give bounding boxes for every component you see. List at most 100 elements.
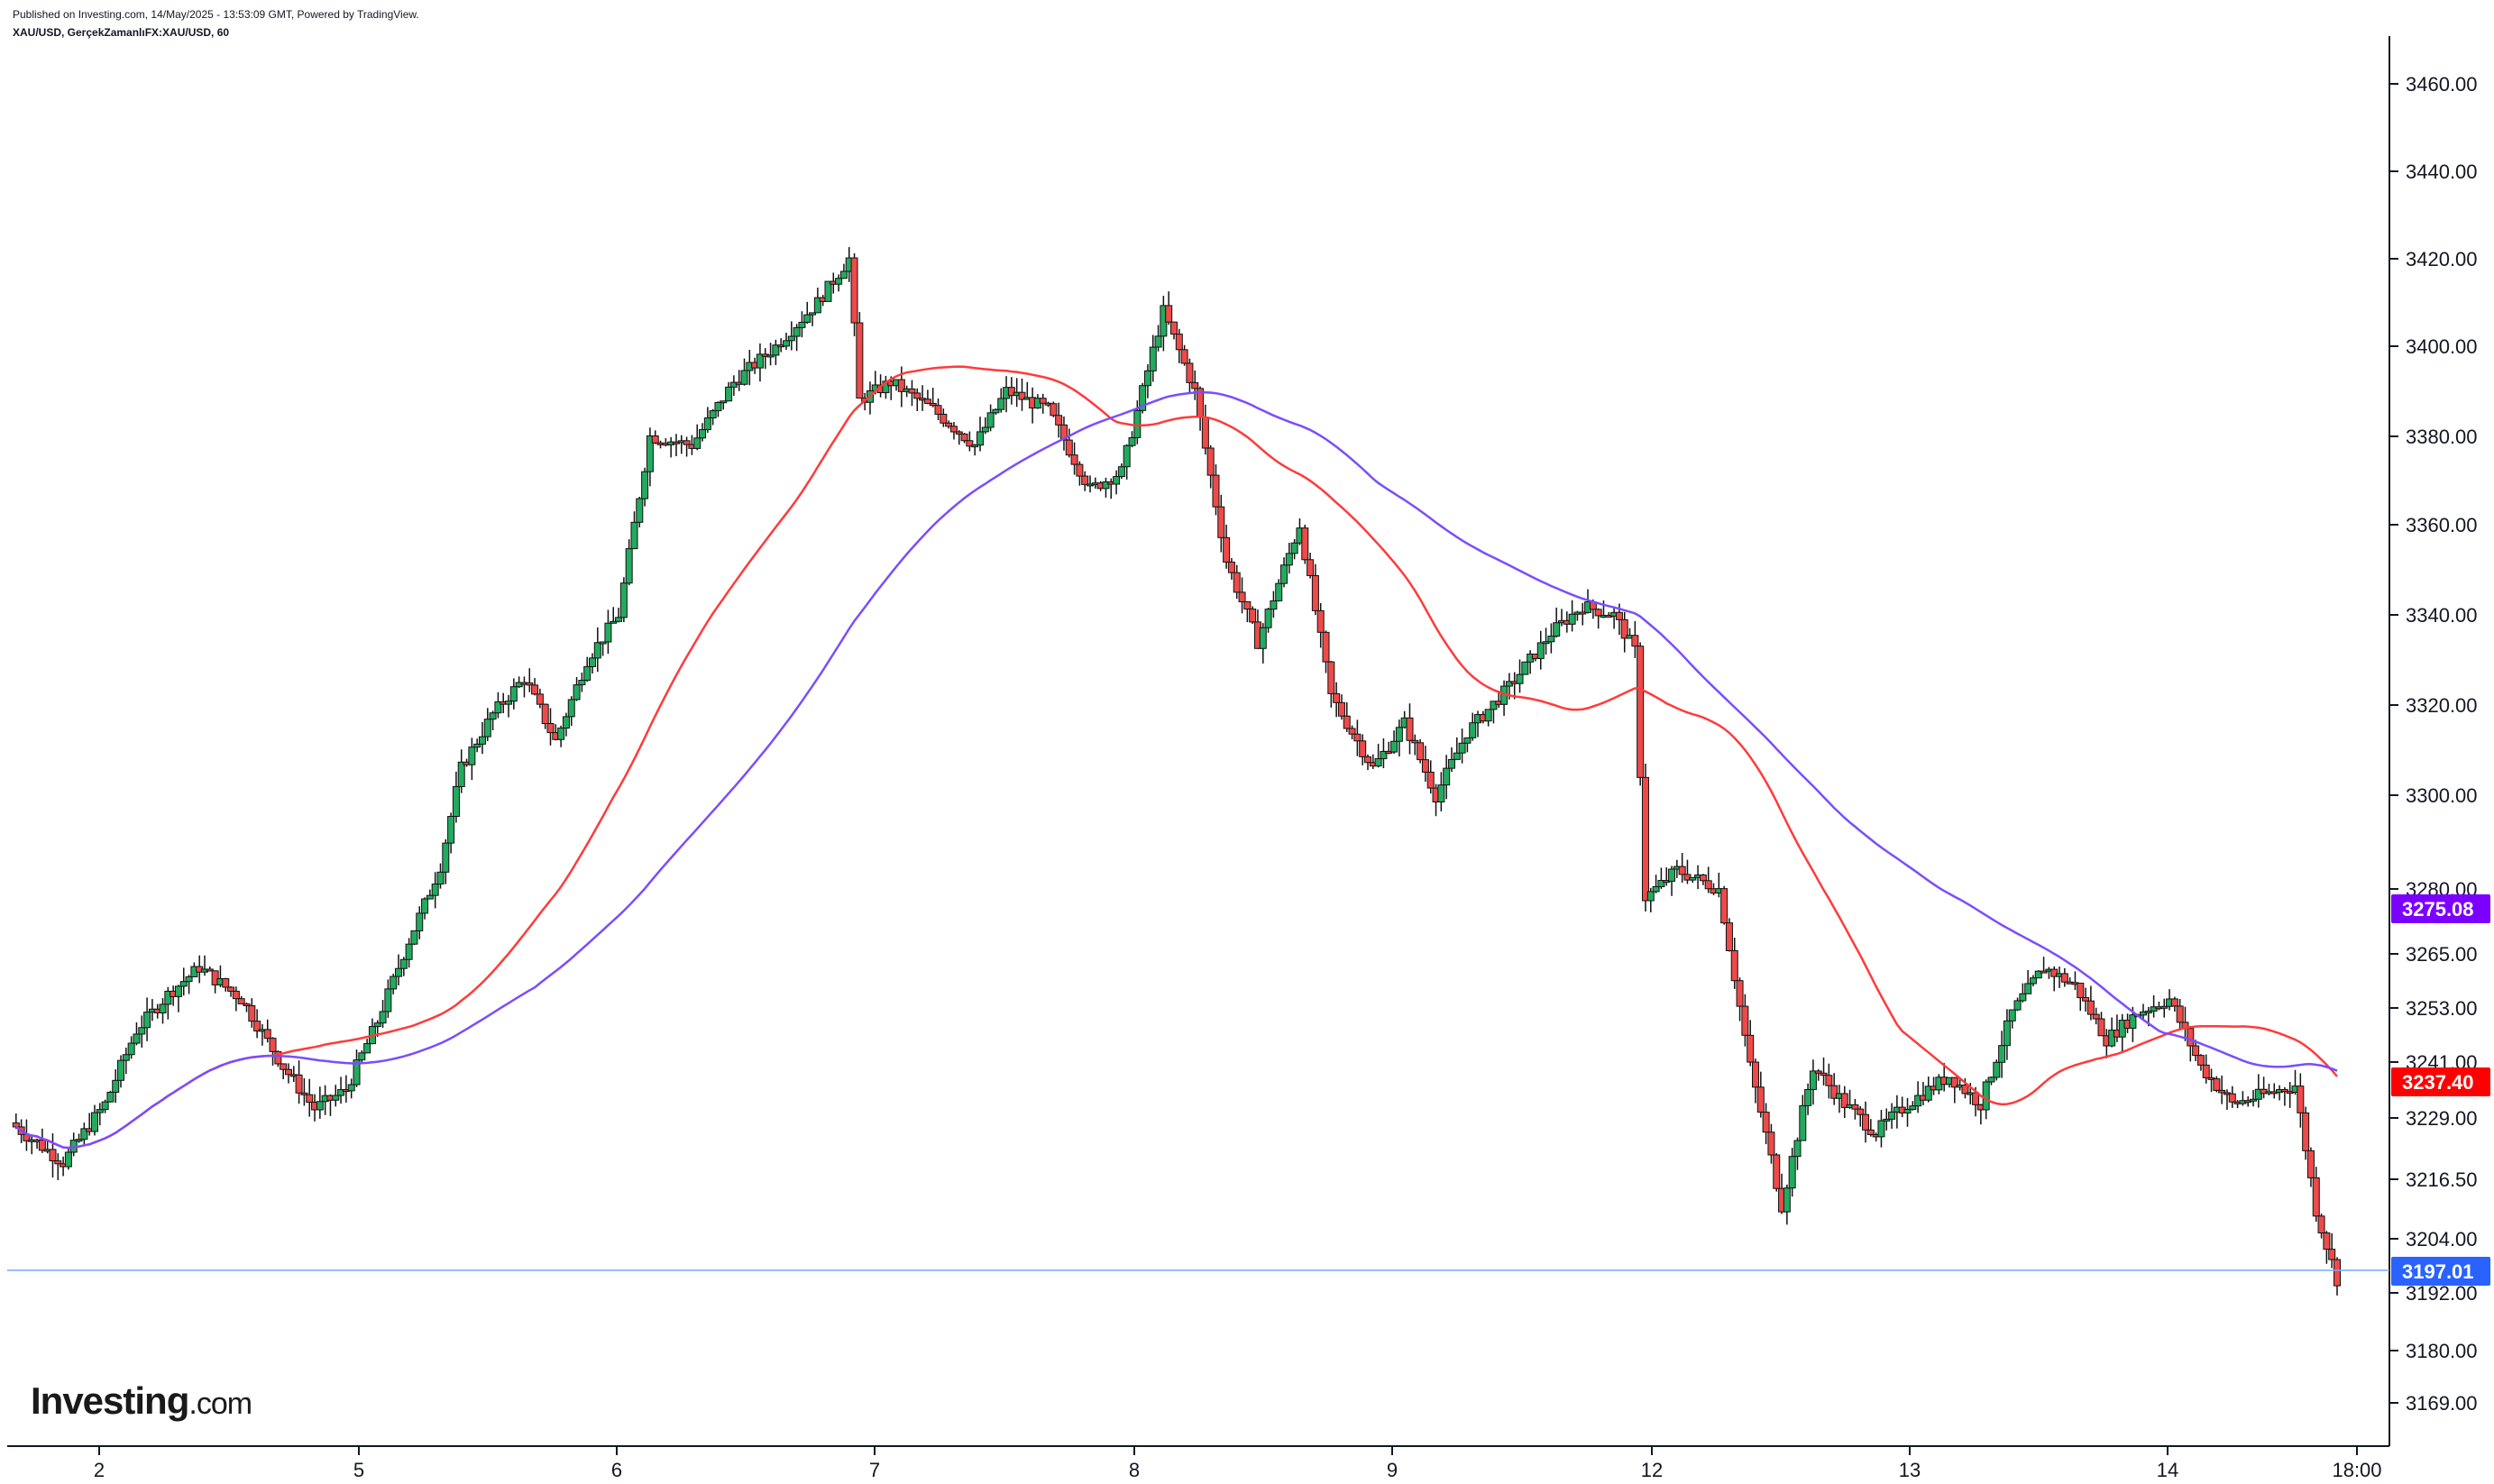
y-tick-label: 3460.00 (2406, 73, 2478, 96)
candle (1206, 447, 1215, 476)
candle (1463, 737, 1472, 744)
candle (766, 354, 775, 358)
candle (798, 321, 806, 328)
candle (787, 335, 795, 342)
candle (2254, 1088, 2262, 1100)
candle (1615, 611, 1623, 620)
candle (1395, 727, 1403, 742)
candle (1437, 784, 1445, 803)
candle (809, 312, 817, 316)
candle (1888, 1111, 1896, 1120)
candle (1039, 398, 1047, 404)
candle (138, 1027, 146, 1035)
candle (1243, 600, 1252, 610)
y-tick-label: 3253.00 (2406, 997, 2478, 1020)
candle (1752, 1061, 1759, 1088)
candle (1316, 609, 1325, 633)
candle (2187, 1028, 2195, 1047)
candle (1076, 463, 1084, 477)
y-tick-label: 3320.00 (2406, 694, 2478, 717)
candle (1699, 874, 1707, 882)
candle (80, 1128, 88, 1140)
candle (1327, 661, 1335, 694)
candle (395, 967, 402, 977)
candle (651, 435, 659, 444)
candle (211, 970, 219, 985)
candle (1814, 1070, 1822, 1074)
candle (573, 684, 581, 701)
candle (1998, 1045, 2006, 1063)
y-tick-label: 3440.00 (2406, 160, 2478, 183)
y-tick-label: 3265.00 (2406, 943, 2478, 966)
candle (509, 686, 518, 702)
candle (630, 521, 638, 550)
candle (263, 1029, 271, 1040)
candle (2323, 1232, 2331, 1250)
candle (1065, 439, 1073, 456)
candle (494, 701, 502, 714)
candle (280, 1063, 288, 1070)
candle (599, 641, 607, 645)
candle (1982, 1081, 1990, 1111)
candle (222, 978, 230, 988)
moving-average-fast-line (15, 365, 2338, 1150)
publish-info: Published on Investing.com, 14/May/2025 … (13, 8, 419, 21)
candle (2196, 1055, 2205, 1066)
candle (934, 405, 942, 415)
candle (1950, 1076, 1958, 1088)
candle (1652, 885, 1660, 893)
candle (619, 582, 628, 618)
candle (1851, 1104, 1859, 1110)
candle (1333, 692, 1341, 703)
candle (1657, 880, 1665, 887)
candle (505, 701, 513, 705)
candle (405, 943, 413, 960)
candle (2082, 997, 2090, 1002)
candle (1646, 891, 1655, 902)
candle (2050, 968, 2058, 977)
candle (1059, 424, 1068, 441)
candle (2328, 1249, 2336, 1260)
candle (1270, 600, 1278, 610)
candle (1421, 759, 1429, 773)
candle (1348, 728, 1356, 735)
candle (1212, 474, 1220, 508)
candle (1961, 1085, 1969, 1095)
candle (1301, 527, 1309, 561)
candle (2176, 1005, 2184, 1023)
candle (1070, 454, 1078, 465)
candle (1756, 1086, 1765, 1113)
candle (353, 1059, 361, 1086)
candle (2097, 1018, 2105, 1037)
candle (468, 747, 476, 765)
candle (1678, 866, 1686, 875)
candle (457, 761, 465, 787)
candle (541, 703, 549, 725)
logo-suffix: .com (188, 1387, 252, 1421)
candle (2306, 1150, 2315, 1178)
candle (1741, 1005, 1749, 1036)
candle (1547, 636, 1555, 643)
candle (803, 314, 811, 323)
candle (227, 986, 235, 992)
candle (2297, 1086, 2305, 1113)
candle (1290, 542, 1298, 554)
candle (1773, 1154, 1781, 1189)
candle (164, 990, 172, 1005)
candle (725, 386, 733, 402)
candle (783, 340, 790, 347)
candle (1285, 553, 1293, 566)
candle (1553, 622, 1561, 637)
candle (1307, 559, 1315, 576)
candle (913, 392, 921, 399)
candle (96, 1109, 104, 1113)
candle (929, 402, 937, 407)
candle (2008, 1009, 2016, 1021)
candle (399, 958, 408, 969)
x-tick-label: 14 (2157, 1459, 2178, 1481)
candle (1484, 709, 1492, 722)
candle (1877, 1120, 1885, 1138)
y-tick-label: 3400.00 (2406, 335, 2478, 358)
symbol-label: XAU/USD, GerçekZamanlıFX:XAU/USD, 60 (13, 26, 230, 39)
